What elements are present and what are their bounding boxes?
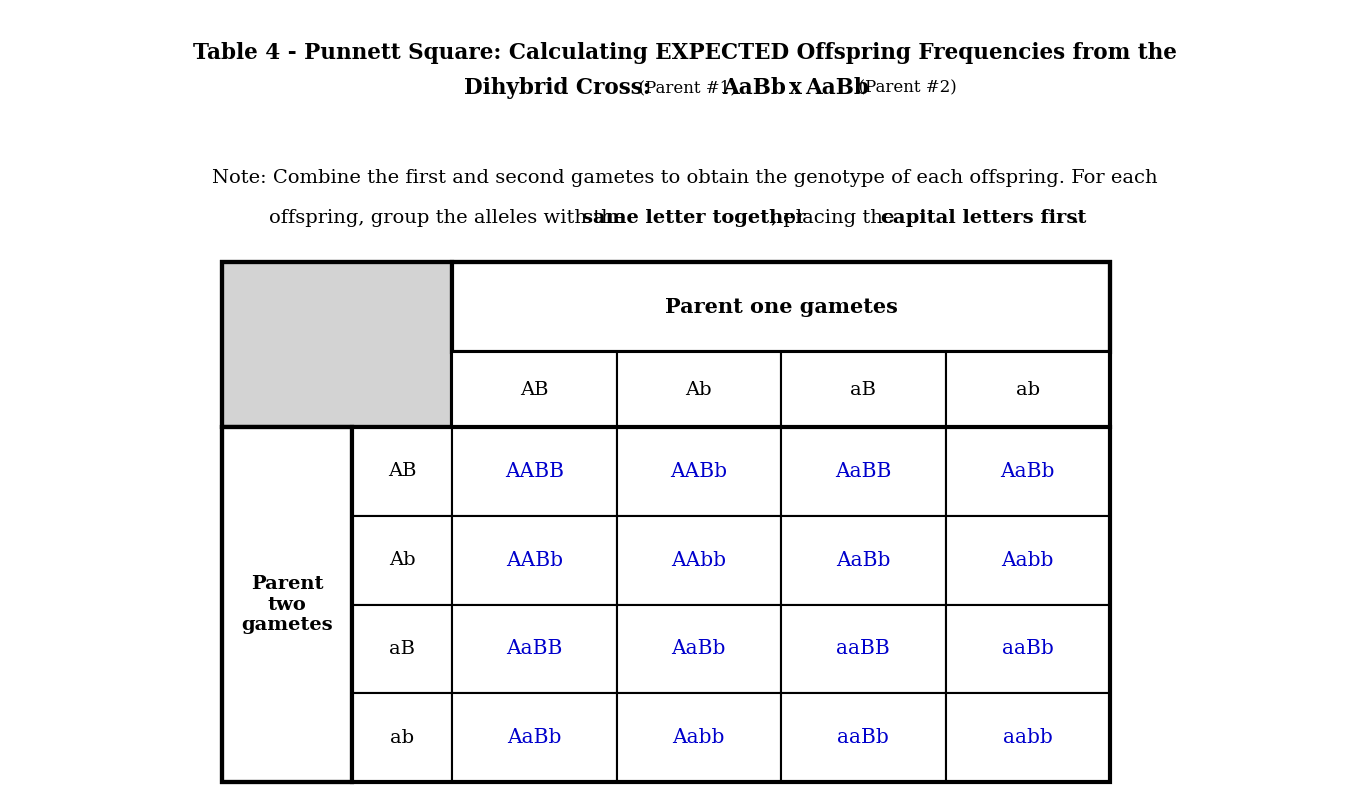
- Text: aabb: aabb: [1002, 728, 1053, 747]
- Text: Table 4 - Punnett Square: Calculating EXPECTED Offspring Frequencies from the: Table 4 - Punnett Square: Calculating EX…: [193, 42, 1176, 64]
- Bar: [781, 604, 946, 693]
- Text: Aabb: Aabb: [1002, 551, 1054, 570]
- Bar: [946, 516, 1111, 604]
- Text: .: .: [1072, 209, 1079, 227]
- Text: Ab: Ab: [389, 551, 415, 569]
- Text: offspring, group the alleles with the: offspring, group the alleles with the: [269, 209, 631, 227]
- Bar: [781, 516, 946, 604]
- Bar: [617, 604, 781, 693]
- Text: AABb: AABb: [506, 551, 562, 570]
- Text: , placing the: , placing the: [772, 209, 901, 227]
- Bar: [946, 352, 1111, 427]
- Text: Aabb: Aabb: [673, 728, 725, 747]
- Bar: [352, 693, 452, 782]
- Bar: [617, 352, 781, 427]
- Bar: [452, 604, 617, 693]
- Text: same letter together: same letter together: [581, 209, 805, 227]
- Text: Parent one gametes: Parent one gametes: [665, 297, 898, 317]
- Text: AaBb: AaBb: [721, 77, 786, 99]
- Bar: [781, 352, 946, 427]
- Text: (Parent #1): (Parent #1): [628, 80, 742, 96]
- Text: AaBb: AaBb: [806, 77, 869, 99]
- Text: aB: aB: [389, 640, 415, 658]
- Text: AABB: AABB: [505, 462, 563, 481]
- Text: ab: ab: [389, 728, 414, 747]
- Text: AABb: AABb: [670, 462, 727, 481]
- Text: aaBB: aaBB: [836, 639, 890, 658]
- Bar: [781, 693, 946, 782]
- Bar: [452, 693, 617, 782]
- Text: Parent
two
gametes: Parent two gametes: [241, 575, 333, 634]
- Bar: [222, 262, 452, 427]
- Text: AaBb: AaBb: [507, 728, 562, 747]
- Bar: [452, 352, 617, 427]
- Text: Ab: Ab: [686, 380, 712, 398]
- Text: AB: AB: [520, 380, 548, 398]
- Bar: [352, 516, 452, 604]
- Text: (Parent #2): (Parent #2): [849, 80, 957, 96]
- Text: x: x: [775, 77, 817, 99]
- Bar: [452, 427, 617, 516]
- Text: AB: AB: [388, 462, 417, 481]
- Text: AaBb: AaBb: [836, 551, 890, 570]
- Bar: [946, 427, 1111, 516]
- Text: aaBb: aaBb: [838, 728, 890, 747]
- Bar: [222, 262, 1111, 782]
- Text: AaBB: AaBB: [835, 462, 891, 481]
- Text: aaBb: aaBb: [1002, 639, 1054, 658]
- Text: AaBB: AaBB: [506, 639, 562, 658]
- Bar: [617, 693, 781, 782]
- Bar: [222, 427, 352, 782]
- Bar: [946, 693, 1111, 782]
- Bar: [452, 262, 1111, 352]
- Bar: [781, 427, 946, 516]
- Bar: [452, 516, 617, 604]
- Bar: [352, 604, 452, 693]
- Bar: [617, 427, 781, 516]
- Text: Dihybrid Cross:: Dihybrid Cross:: [404, 77, 651, 99]
- Bar: [946, 604, 1111, 693]
- Bar: [352, 427, 452, 516]
- Bar: [617, 516, 781, 604]
- Text: AaBb: AaBb: [1001, 462, 1054, 481]
- Text: ab: ab: [1016, 380, 1039, 398]
- Text: Note: Combine the first and second gametes to obtain the genotype of each offspr: Note: Combine the first and second gamet…: [213, 169, 1158, 187]
- Text: AaBb: AaBb: [672, 639, 725, 658]
- Text: capital letters first: capital letters first: [880, 209, 1086, 227]
- Text: AAbb: AAbb: [672, 551, 727, 570]
- Text: aB: aB: [850, 380, 876, 398]
